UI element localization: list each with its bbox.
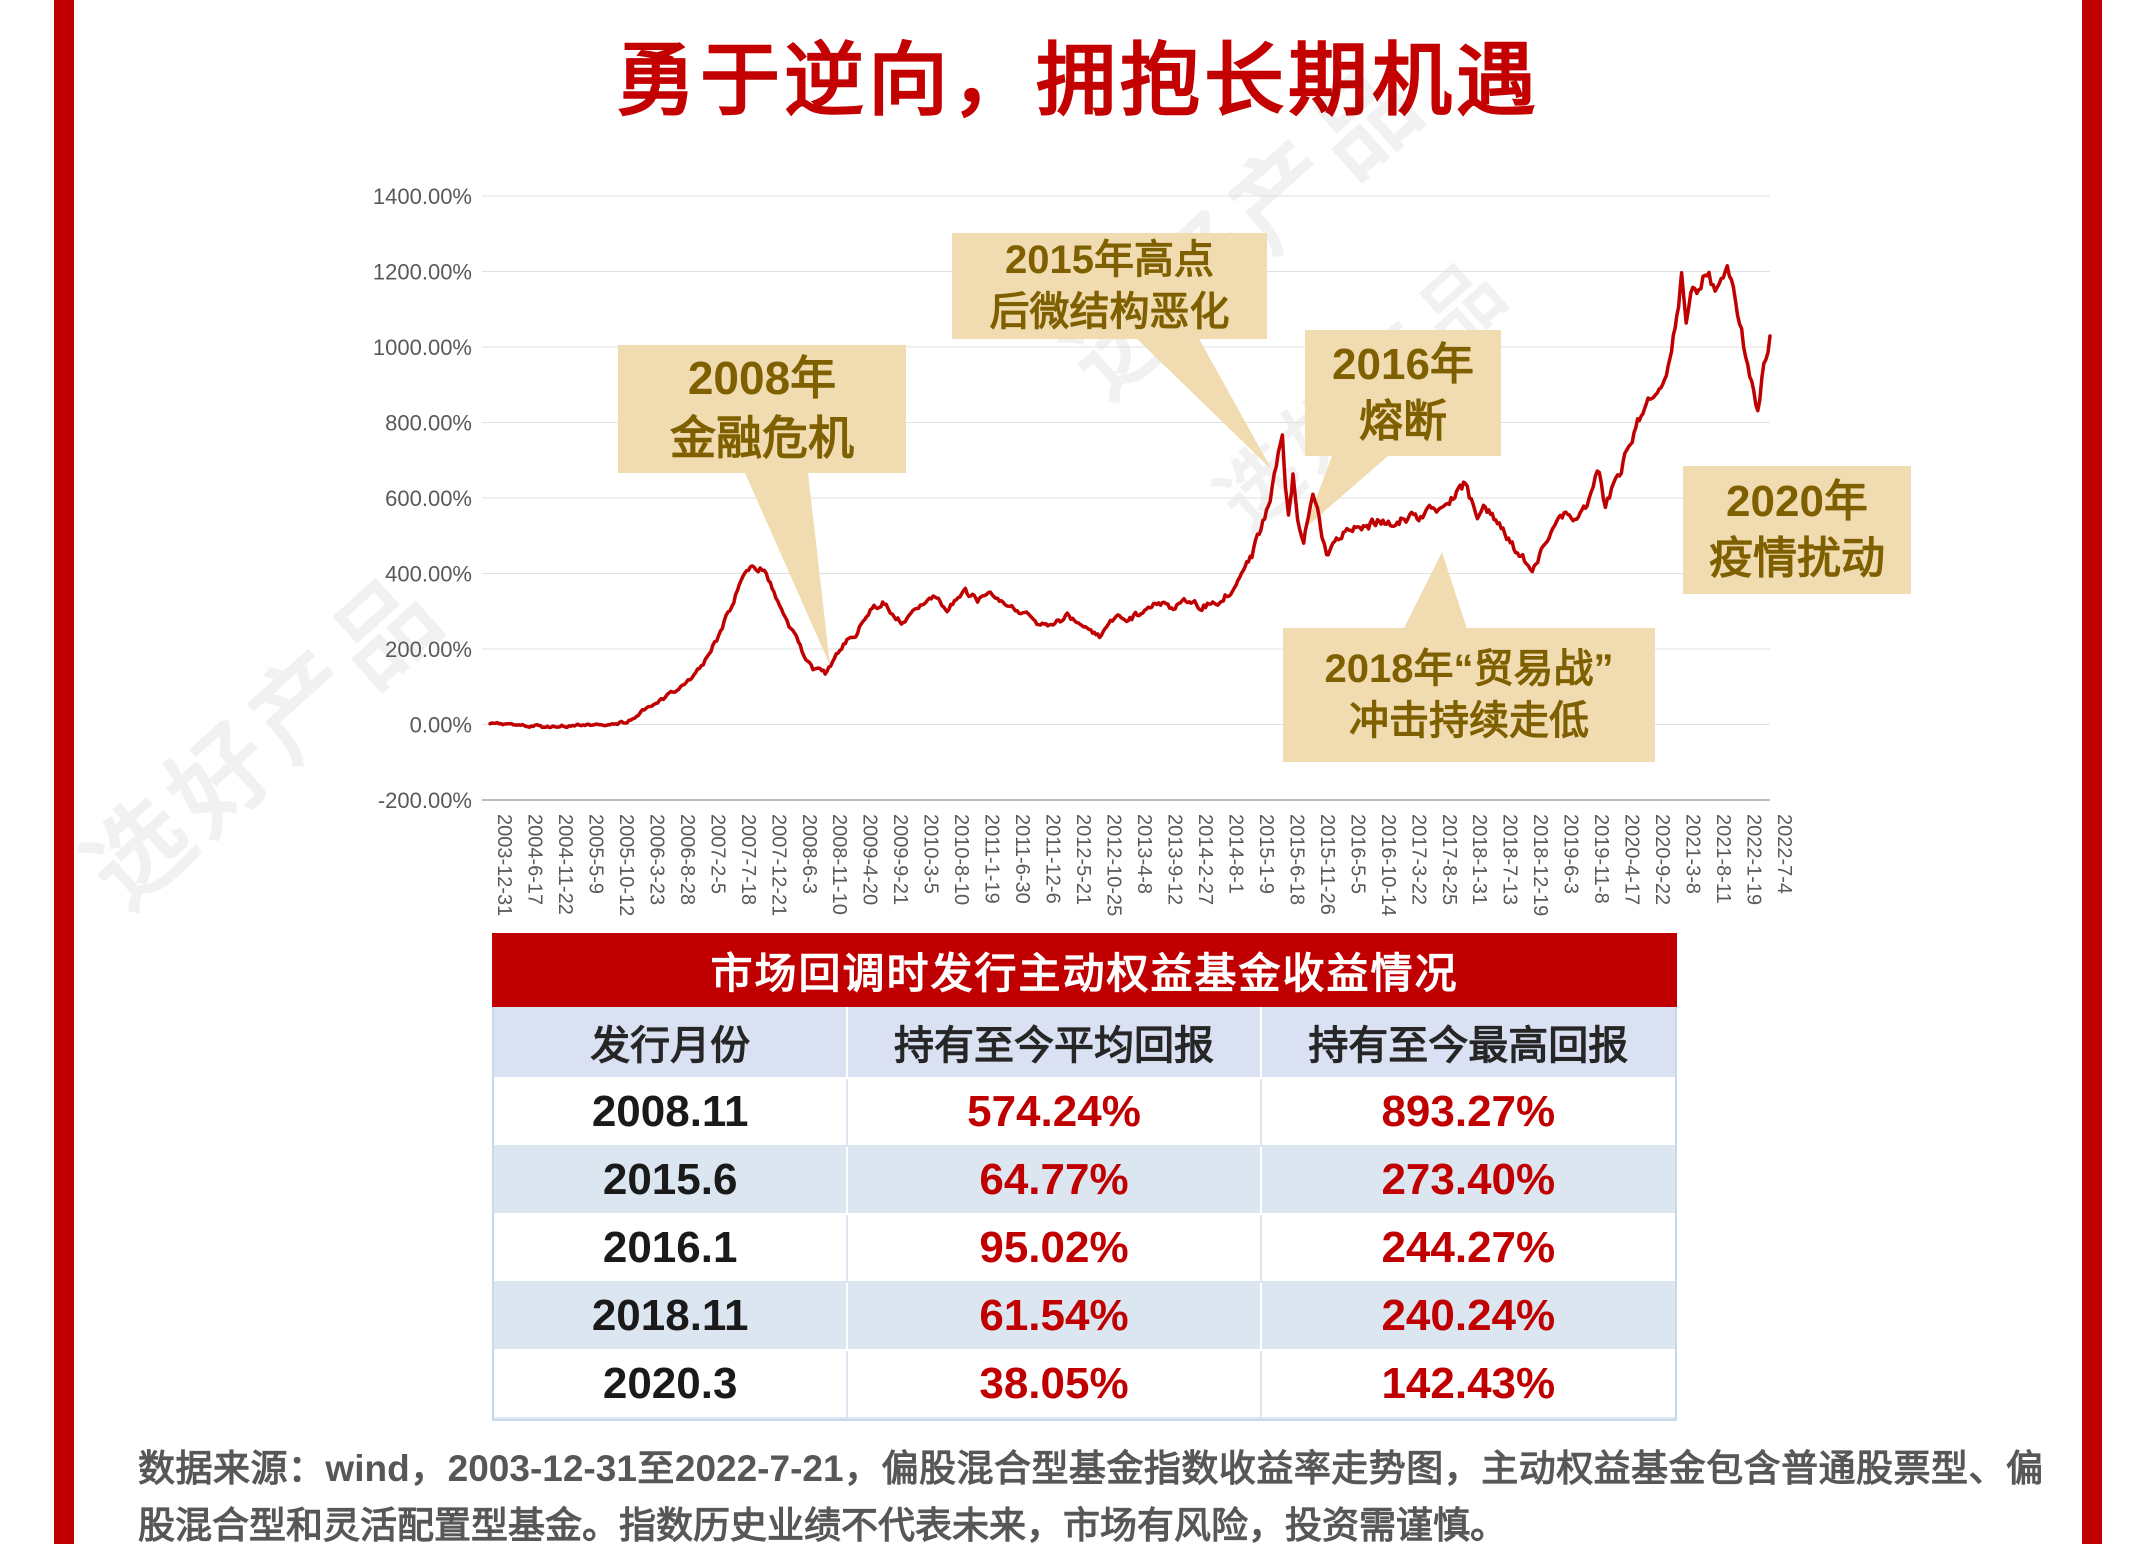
svg-text:2017-3-22: 2017-3-22: [1407, 814, 1429, 905]
svg-text:2015-6-18: 2015-6-18: [1285, 814, 1307, 905]
table-cell-month: 2018.11: [494, 1283, 849, 1351]
svg-text:2015-1-9: 2015-1-9: [1255, 814, 1277, 894]
svg-text:2017-8-25: 2017-8-25: [1438, 814, 1460, 905]
annotation-2008-financial-crisis: 2008年 金融危机: [618, 345, 906, 473]
svg-text:2015-11-26: 2015-11-26: [1316, 814, 1338, 915]
svg-text:2011-1-19: 2011-1-19: [981, 814, 1003, 904]
table-cell-avg-return: 574.24%: [848, 1079, 1262, 1147]
svg-text:2021-3-8: 2021-3-8: [1682, 814, 1704, 894]
svg-text:2014-2-27: 2014-2-27: [1194, 814, 1216, 905]
svg-text:2016-10-14: 2016-10-14: [1377, 814, 1399, 916]
svg-text:2018-1-31: 2018-1-31: [1468, 814, 1490, 905]
svg-text:800.00%: 800.00%: [385, 411, 472, 436]
annotation-2016-circuit-breaker: 2016年 熔断: [1305, 330, 1501, 456]
svg-text:2006-3-23: 2006-3-23: [645, 814, 667, 905]
fund-index-line-chart: 1400.00% 1200.00% 1000.00% 800.00% 600.00% 40…: [373, 184, 1795, 916]
svg-text:2013-4-8: 2013-4-8: [1133, 814, 1155, 894]
svg-text:2018-12-19: 2018-12-19: [1529, 814, 1551, 916]
table-cell-month: 2008.11: [494, 1079, 849, 1147]
svg-text:2014-8-1: 2014-8-1: [1224, 814, 1246, 894]
svg-text:2006-8-28: 2006-8-28: [676, 814, 698, 905]
svg-text:2019-6-3: 2019-6-3: [1560, 814, 1582, 894]
table-cell-avg-return: 64.77%: [848, 1147, 1262, 1215]
table-cell-month: 2015.6: [494, 1147, 849, 1215]
table-cell-max-return: 273.40%: [1261, 1147, 1675, 1215]
right-red-border-bar: [2082, 0, 2102, 1544]
svg-text:2020-9-22: 2020-9-22: [1651, 814, 1673, 905]
annotation-pointer-triangles: [745, 337, 1468, 665]
svg-text:2009-9-21: 2009-9-21: [889, 814, 911, 905]
annotation-2020-covid-disturbance: 2020年 疫情扰动: [1683, 466, 1911, 594]
svg-text:2008-6-3: 2008-6-3: [798, 814, 820, 894]
svg-text:2005-10-12: 2005-10-12: [615, 814, 637, 916]
svg-text:2007-12-21: 2007-12-21: [767, 814, 789, 916]
table-cell-max-return: 142.43%: [1261, 1351, 1675, 1419]
fund-returns-table: 市场回调时发行主动权益基金收益情况 发行月份 持有至今平均回报 持有至今最高回报…: [492, 933, 1677, 1421]
svg-text:600.00%: 600.00%: [385, 486, 472, 511]
svg-text:1400.00%: 1400.00%: [373, 184, 472, 209]
table-cell-max-return: 893.27%: [1261, 1079, 1675, 1147]
annotation-2018-trade-war: 2018年“贸易战” 冲击持续走低: [1283, 628, 1655, 762]
data-source-disclaimer: 数据来源：wind，2003-12-31至2022-7-21，偏股混合型基金指数…: [138, 1448, 2043, 1544]
table-cell-month: 2016.1: [494, 1215, 849, 1283]
column-header-avg-return: 持有至今平均回报: [848, 1007, 1262, 1079]
column-header-issue-month: 发行月份: [494, 1007, 849, 1079]
svg-text:2004-6-17: 2004-6-17: [524, 814, 546, 905]
svg-text:2011-12-6: 2011-12-6: [1042, 814, 1064, 904]
svg-text:2022-7-4: 2022-7-4: [1773, 814, 1795, 894]
svg-text:2012-10-25: 2012-10-25: [1103, 814, 1125, 916]
svg-text:1200.00%: 1200.00%: [373, 260, 472, 285]
table-cell-max-return: 244.27%: [1261, 1215, 1675, 1283]
svg-text:2019-11-8: 2019-11-8: [1590, 814, 1612, 904]
svg-text:2007-7-18: 2007-7-18: [737, 814, 759, 905]
svg-text:2022-1-19: 2022-1-19: [1743, 814, 1765, 905]
chart-data-line: [488, 264, 1772, 730]
svg-text:200.00%: 200.00%: [385, 637, 472, 662]
table-cell-max-return: 240.24%: [1261, 1283, 1675, 1351]
left-red-border-bar: [54, 0, 74, 1544]
svg-text:-200.00%: -200.00%: [378, 788, 472, 813]
svg-text:2010-8-10: 2010-8-10: [950, 814, 972, 905]
svg-text:2009-4-20: 2009-4-20: [859, 814, 881, 905]
svg-text:2011-6-30: 2011-6-30: [1011, 814, 1033, 904]
svg-text:2012-5-21: 2012-5-21: [1072, 814, 1094, 905]
svg-text:2004-11-22: 2004-11-22: [554, 814, 576, 915]
table-cell-avg-return: 95.02%: [848, 1215, 1262, 1283]
table-cell-avg-return: 38.05%: [848, 1351, 1262, 1419]
chart-axis-labels: 1400.00% 1200.00% 1000.00% 800.00% 600.00% 40…: [373, 184, 1795, 916]
svg-text:2021-8-11: 2021-8-11: [1712, 814, 1734, 904]
svg-text:2003-12-31: 2003-12-31: [493, 814, 515, 916]
annotation-2015-peak-deterioration: 2015年高点 后微结构恶化: [952, 233, 1267, 339]
table-cell-avg-return: 61.54%: [848, 1283, 1262, 1351]
svg-text:2013-9-12: 2013-9-12: [1164, 814, 1186, 905]
svg-text:0.00%: 0.00%: [410, 713, 472, 738]
table-title: 市场回调时发行主动权益基金收益情况: [492, 933, 1677, 1007]
svg-text:1000.00%: 1000.00%: [373, 335, 472, 360]
svg-text:2007-2-5: 2007-2-5: [706, 814, 728, 894]
svg-text:2018-7-13: 2018-7-13: [1499, 814, 1521, 905]
table-grid: 发行月份 持有至今平均回报 持有至今最高回报 2008.11 574.24% 8…: [492, 1007, 1677, 1421]
svg-text:2008-11-10: 2008-11-10: [828, 814, 850, 915]
table-cell-month: 2020.3: [494, 1351, 849, 1419]
column-header-max-return: 持有至今最高回报: [1261, 1007, 1675, 1079]
svg-text:2016-5-5: 2016-5-5: [1346, 814, 1368, 894]
svg-text:400.00%: 400.00%: [385, 562, 472, 587]
svg-text:2005-5-9: 2005-5-9: [584, 814, 606, 894]
svg-text:2010-3-5: 2010-3-5: [920, 814, 942, 894]
svg-text:2020-4-17: 2020-4-17: [1621, 814, 1643, 905]
page-title: 勇于逆向，拥抱长期机遇: [616, 36, 1540, 125]
